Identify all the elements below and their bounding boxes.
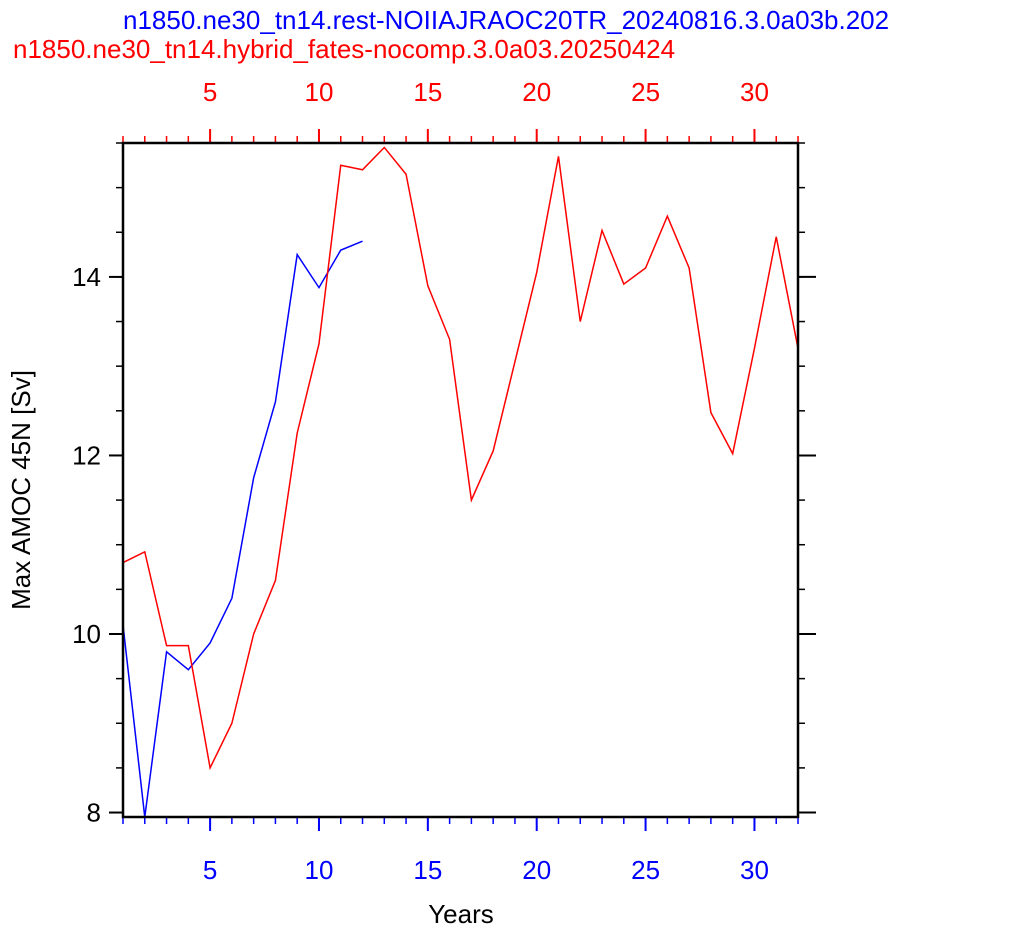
top-x-tick-label: 15	[413, 77, 442, 107]
bottom-x-tick-label: 30	[740, 855, 769, 885]
y-axis: 8 10 12 14	[72, 142, 816, 828]
bottom-x-tick-label: 10	[305, 855, 334, 885]
y-axis-label: Max AMOC 45N [Sv]	[6, 370, 36, 610]
y-tick-label: 14	[72, 262, 101, 292]
top-x-axis: 5 10 15 20 25 30	[122, 77, 799, 143]
top-x-tick-label: 30	[740, 77, 769, 107]
y-tick-label: 12	[72, 440, 101, 470]
chart-title-second: n1850.ne30_tn14.hybrid_fates-nocomp.3.0a…	[13, 34, 675, 64]
chart-title-top: n1850.ne30_tn14.rest-NOIIAJRAOC20TR_2024…	[123, 5, 889, 35]
series-red-line	[123, 146, 798, 771]
x-axis-label: Years	[428, 899, 494, 929]
bottom-x-tick-label: 20	[522, 855, 551, 885]
bottom-x-axis: 5 10 15 20 25 30	[122, 817, 799, 885]
top-x-tick-label: 5	[203, 77, 217, 107]
top-x-tick-label: 10	[305, 77, 334, 107]
bottom-x-tick-label: 15	[413, 855, 442, 885]
plot-frame	[121, 141, 800, 819]
series-layer	[123, 146, 798, 817]
bottom-x-tick-label: 25	[631, 855, 660, 885]
y-tick-label: 8	[87, 798, 101, 828]
top-x-tick-label: 20	[522, 77, 551, 107]
top-x-tick-label: 25	[631, 77, 660, 107]
y-tick-label: 10	[72, 619, 101, 649]
bottom-x-tick-label: 5	[203, 855, 217, 885]
series-blue-line	[123, 240, 363, 817]
